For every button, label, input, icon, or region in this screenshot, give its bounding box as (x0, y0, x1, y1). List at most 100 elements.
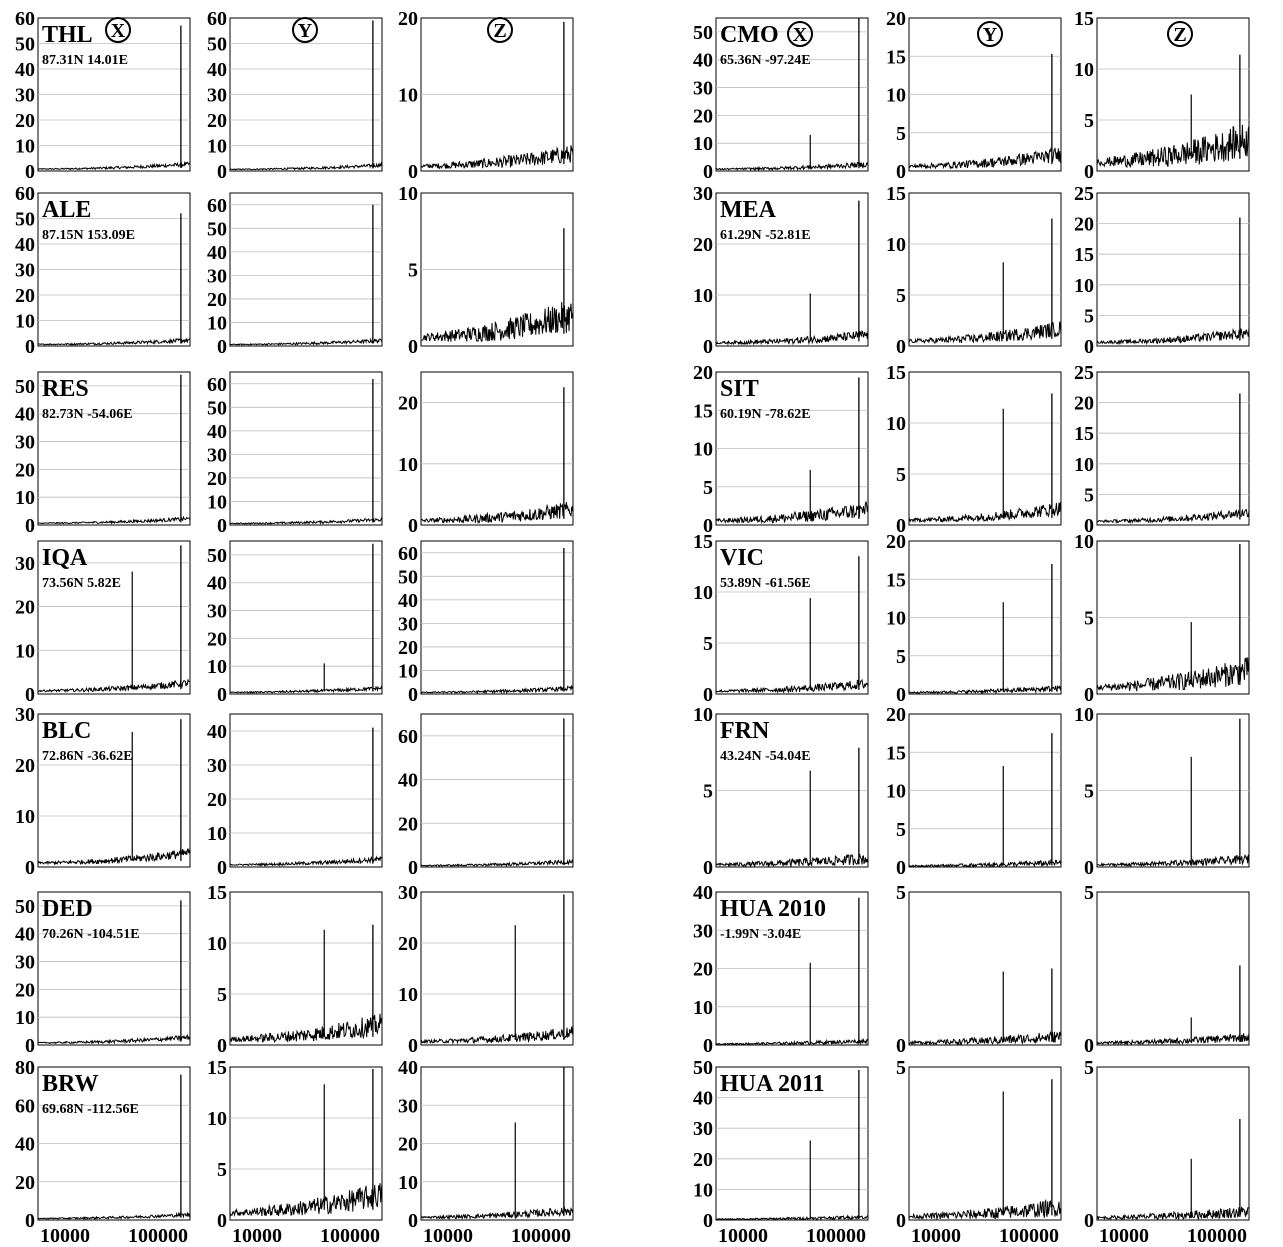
y-tick-label: 50 (15, 896, 35, 918)
y-tick-label: 40 (207, 242, 227, 264)
plot-frame (715, 1066, 869, 1221)
y-tick-label: 30 (693, 920, 713, 942)
y-tick-label: 20 (398, 933, 418, 955)
y-tick-label: 0 (1084, 1035, 1094, 1057)
component-circle (977, 21, 1003, 47)
y-tick-label: 0 (25, 1035, 35, 1057)
y-tick-label: 40 (15, 1134, 35, 1156)
panel-blc-y: 0 10 20 30 40 (207, 713, 383, 879)
x-tick-label: 10000 (911, 1225, 961, 1247)
y-tick-label: 40 (207, 721, 227, 743)
panel-frn-y: 0 5 10 15 20 (886, 704, 1062, 879)
y-tick-label: 10 (886, 608, 906, 630)
y-tick-label: 10 (886, 781, 906, 803)
y-tick-label: 0 (408, 515, 418, 537)
y-tick-label: 40 (398, 1057, 418, 1079)
y-tick-label: 60 (398, 726, 418, 748)
station-label: HUA 2010 (720, 896, 826, 922)
y-tick-label: 50 (15, 34, 35, 56)
panel-mea-z: 0 5 10 15 20 25 (1074, 183, 1250, 358)
y-tick-label: 0 (896, 515, 906, 537)
y-tick-label: 20 (15, 597, 35, 619)
y-tick-label: 0 (703, 857, 713, 879)
y-tick-label: 0 (1084, 336, 1094, 358)
panel-ale-z: 0 5 10 (398, 183, 574, 358)
y-tick-label: 60 (207, 374, 227, 396)
panel-iqa-y: 0 10 20 30 40 50 (207, 540, 383, 706)
y-tick-label: 10 (398, 183, 418, 205)
spectrum-series (908, 146, 1062, 170)
y-tick-label: 10 (15, 640, 35, 662)
spectrum-series (420, 502, 574, 525)
panel-cmo-y: 0 5 10 15 20 (886, 8, 1062, 183)
component-circle (105, 17, 131, 43)
spectrum-series (229, 1013, 383, 1043)
station-coordinates: 87.31N 14.01E (42, 53, 128, 68)
y-tick-label: 10 (15, 487, 35, 509)
plot-frame (1096, 192, 1250, 347)
panel-sit-z: 0 5 10 15 20 25 (1074, 362, 1250, 537)
station-coordinates: 82.73N -54.06E (42, 407, 133, 422)
panel-cmo-z: 0 5 10 15 (1074, 8, 1250, 183)
y-tick-label: 20 (693, 1149, 713, 1171)
station-label: RES (42, 376, 89, 402)
y-tick-label: 10 (207, 136, 227, 158)
spectrum-series (37, 160, 191, 171)
y-tick-label: 50 (693, 22, 713, 44)
spectrum-series (908, 858, 1062, 869)
y-tick-label: 15 (207, 1057, 227, 1079)
plot-frame (420, 540, 574, 695)
plot-frame (908, 891, 1062, 1046)
y-tick-label: 15 (693, 531, 713, 553)
y-tick-label: 0 (1084, 857, 1094, 879)
y-tick-label: 10 (207, 823, 227, 845)
x-tick-label: 10000 (423, 1225, 473, 1247)
y-tick-label: 40 (15, 234, 35, 256)
plot-frame (229, 192, 383, 347)
y-tick-label: 25 (1074, 362, 1094, 384)
station-coordinates: 72.86N -36.62E (42, 749, 133, 764)
station-coordinates: 43.24N -54.04E (720, 749, 811, 764)
plot-frame (908, 192, 1062, 347)
y-tick-label: 40 (693, 1088, 713, 1110)
y-tick-label: 20 (886, 704, 906, 726)
spectrum-series (229, 517, 383, 525)
y-tick-label: 20 (693, 362, 713, 384)
y-tick-label: 10 (693, 704, 713, 726)
component-label: Z (1173, 24, 1186, 46)
y-tick-label: 0 (25, 857, 35, 879)
y-tick-label: 20 (1074, 393, 1094, 415)
y-tick-label: 5 (896, 464, 906, 486)
y-tick-label: 10 (886, 234, 906, 256)
y-tick-label: 0 (896, 1035, 906, 1057)
y-tick-label: 40 (398, 590, 418, 612)
plot-frame (37, 713, 191, 868)
component-label: X (111, 20, 126, 42)
y-tick-label: 10 (398, 984, 418, 1006)
y-tick-label: 5 (1084, 484, 1094, 506)
spectrum-series (1096, 1032, 1250, 1046)
panel-thl-x: 0 10 20 30 40 50 60 (15, 8, 191, 183)
y-tick-label: 10 (693, 439, 713, 461)
panel-ded-z: 0 10 20 30 (398, 882, 574, 1057)
y-tick-label: 20 (398, 813, 418, 835)
station-coordinates: 70.26N -104.51E (42, 927, 140, 942)
y-tick-label: 0 (896, 336, 906, 358)
station-coordinates: 61.29N -52.81E (720, 228, 811, 243)
y-tick-label: 10 (207, 933, 227, 955)
y-tick-label: 10 (693, 285, 713, 307)
y-tick-label: 10 (1074, 531, 1094, 553)
y-tick-label: 30 (15, 952, 35, 974)
y-tick-label: 10 (1074, 59, 1094, 81)
y-tick-label: 30 (207, 755, 227, 777)
y-tick-label: 15 (886, 569, 906, 591)
panel-hua-2011-z: 0 5 10000 100000 (1084, 1057, 1250, 1247)
y-tick-label: 5 (703, 781, 713, 803)
spectrum-series (420, 145, 574, 170)
spectrum-series (37, 678, 191, 693)
plot-frame (908, 371, 1062, 526)
y-tick-label: 10 (1074, 454, 1094, 476)
station-label: CMO (720, 22, 779, 48)
